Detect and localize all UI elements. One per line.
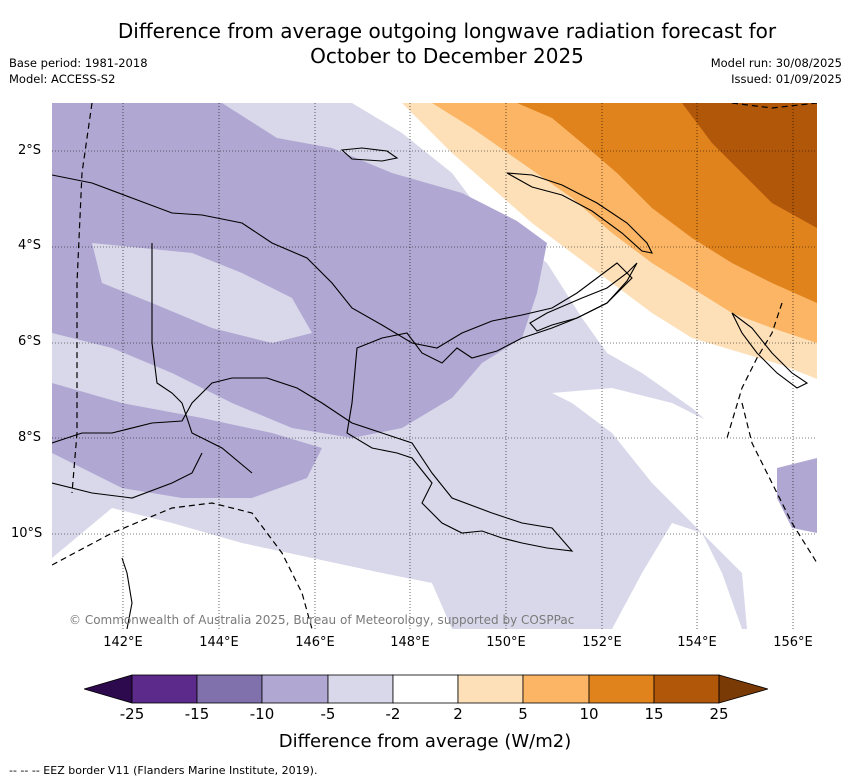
- lon-label-154e: 154°E: [677, 635, 717, 650]
- colorbar-label-3: -5: [320, 705, 336, 723]
- new-ireland: [506, 172, 653, 254]
- eez-borders: [52, 103, 817, 629]
- lon-label-156e: 156°E: [773, 635, 813, 650]
- colorbar-label-5: 2: [453, 705, 463, 723]
- lon-label-144e: 144°E: [199, 635, 239, 650]
- lat-label-4s: 4°S: [18, 238, 42, 253]
- copyright-notice: © Commonwealth of Australia 2025, Bureau…: [69, 613, 575, 627]
- png-indonesia-border: [151, 243, 253, 474]
- colorbar-bin-4: [327, 674, 394, 704]
- model-run: Model run: 30/08/2025: [710, 56, 842, 70]
- forecast-map: [52, 103, 817, 629]
- colorbar-title: Difference from average (W/m2): [278, 731, 572, 752]
- colorbar-bin-7: [522, 674, 590, 704]
- lat-label-2s: 2°S: [18, 143, 42, 158]
- colorbar-bin-2: [196, 674, 263, 704]
- colorbar-label-4: -2: [385, 705, 401, 723]
- region-neutral-southwest: [52, 508, 452, 629]
- meta-left: Base period: 1981-2018 Model: ACCESS-S2: [9, 55, 148, 87]
- region-minus10-south: [52, 383, 322, 498]
- colorbar-bin-8: [588, 674, 655, 704]
- meta-right: Model run: 30/08/2025 Issued: 01/09/2025: [711, 55, 842, 87]
- region-minus10-north: [52, 103, 547, 438]
- lon-label-152e: 152°E: [582, 635, 622, 650]
- lon-label-146e: 146°E: [295, 635, 335, 650]
- title-line-1: Difference from average outgoing longwav…: [117, 19, 777, 43]
- eez-footnote: -- -- -- EEZ border V11 (Flanders Marine…: [9, 764, 318, 777]
- colorbar-label-8: 15: [644, 705, 664, 723]
- new-guinea-coast: [52, 174, 633, 552]
- title-line-2: October to December 2025: [310, 44, 584, 68]
- chart-title: Difference from average outgoing longwav…: [0, 19, 850, 69]
- lon-label-150e: 150°E: [486, 635, 526, 650]
- colorbar-label-1: -15: [184, 705, 210, 723]
- base-period: Base period: 1981-2018: [9, 56, 148, 70]
- model-name: Model: ACCESS-S2: [9, 72, 116, 86]
- lat-label-10s: 10°S: [11, 526, 43, 541]
- colorbar-bin-3: [261, 674, 329, 704]
- colorbar: [84, 674, 768, 704]
- gridlines: [52, 103, 817, 629]
- region-neutral-east: [552, 388, 817, 629]
- colorbar-bin-1: [131, 674, 198, 704]
- lat-label-8s: 8°S: [18, 430, 42, 445]
- coastlines: [52, 147, 809, 629]
- colorbar-label-7: 10: [579, 705, 599, 723]
- colorbar-label-0: -25: [119, 705, 145, 723]
- manus: [340, 147, 399, 162]
- colorbar-max-extension: [718, 674, 768, 704]
- lon-label-148e: 148°E: [390, 635, 430, 650]
- region-minus5-patch: [92, 243, 312, 343]
- gulf-coast: [52, 452, 203, 499]
- torres-strait: [121, 557, 133, 629]
- colorbar-label-9: 25: [709, 705, 729, 723]
- region-neutral-southeast: [612, 523, 742, 629]
- issued-date: Issued: 01/09/2025: [731, 72, 842, 86]
- bougainville: [731, 312, 809, 389]
- colorbar-bin-5: [392, 674, 459, 704]
- new-britain: [529, 262, 638, 332]
- region-plus15: [682, 103, 817, 228]
- lon-label-142e: 142°E: [103, 635, 143, 650]
- colorbar-min-extension: [84, 674, 133, 704]
- colorbar-label-6: 5: [518, 705, 528, 723]
- colorbar-bin-9: [653, 674, 720, 704]
- colorbar-bin-6: [457, 674, 524, 704]
- lat-label-6s: 6°S: [18, 334, 42, 349]
- colorbar-label-2: -10: [249, 705, 275, 723]
